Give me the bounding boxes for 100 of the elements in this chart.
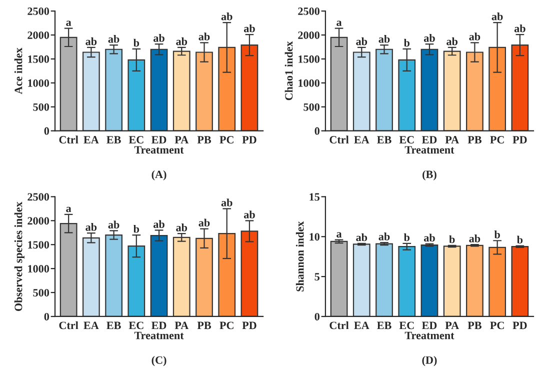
bar	[150, 234, 168, 316]
bar	[105, 48, 122, 131]
annotation: a	[336, 20, 342, 26]
bar	[352, 52, 370, 131]
y-tick-label: 1500	[28, 55, 50, 63]
x-tick-label: PC	[220, 136, 234, 144]
annotation: ab	[469, 32, 480, 40]
bar	[150, 48, 168, 131]
y-tick-label: 2500	[28, 8, 50, 16]
annotation: b	[133, 224, 140, 233]
annotation: ab	[198, 218, 210, 227]
x-axis-title: Treatment	[134, 332, 184, 340]
x-tick-label: EC	[399, 136, 414, 144]
annotation: ab	[108, 220, 120, 228]
y-tick-label: 1500	[298, 55, 320, 63]
annotation: b	[449, 235, 455, 244]
x-tick-label: EB	[106, 136, 121, 144]
y-tick-label: 2000	[28, 31, 50, 39]
y-tick-label: 0	[314, 127, 320, 135]
annotation: ab	[86, 37, 97, 46]
x-tick-label: ED	[151, 322, 166, 330]
x-tick-label: ED	[422, 136, 437, 144]
annotation: ab	[176, 224, 188, 232]
annotation: ab	[469, 234, 480, 242]
x-tick-label: Ctrl	[59, 136, 78, 144]
text: (D)	[422, 356, 437, 366]
x-tick-label: ED	[422, 322, 437, 330]
bar	[172, 50, 190, 131]
x-tick-label: Ctrl	[330, 321, 349, 330]
x-tick-label: PD	[242, 136, 256, 144]
annotation: ab	[198, 32, 210, 40]
bar	[443, 50, 461, 131]
x-tick-label: PC	[490, 322, 504, 330]
x-tick-label: EA	[354, 322, 370, 330]
x-tick-label: EB	[377, 322, 392, 330]
x-tick-label: Ctrl	[330, 136, 349, 144]
x-tick-label: PA	[174, 136, 189, 144]
x-tick-label: EA	[84, 136, 99, 144]
annotation: ab	[108, 34, 120, 43]
x-axis-title: Treatment	[404, 332, 454, 340]
annotation: ab	[492, 12, 503, 20]
annotation: ab	[378, 34, 390, 43]
y-tick-label: 500	[33, 103, 50, 111]
x-tick-label: PA	[174, 322, 189, 330]
annotation: ab	[221, 198, 232, 206]
annotation: b	[516, 236, 523, 244]
y-tick-label: 5	[314, 273, 320, 281]
annotation: b	[404, 233, 410, 242]
y-axis-title: Shannon index	[296, 221, 304, 292]
y-tick-label: 0	[44, 312, 50, 320]
x-tick-label: PD	[512, 322, 527, 330]
y-tick-label: 2500	[28, 193, 50, 201]
x-tick-label: EC	[128, 136, 144, 144]
annotation: b	[404, 38, 410, 47]
text: (B)	[422, 170, 436, 180]
y-axis-title: Chao1 index	[284, 41, 293, 100]
x-tick-label: ED	[151, 136, 166, 144]
bar	[82, 237, 100, 316]
annotation: ab	[86, 223, 97, 231]
annotation: b	[133, 38, 140, 47]
annotation: b	[494, 230, 500, 238]
annotation: a	[336, 232, 342, 238]
annotation: ab	[378, 232, 390, 240]
bar	[172, 236, 190, 316]
annotation: ab	[154, 34, 164, 42]
annotation: ab	[356, 37, 368, 46]
bar	[376, 48, 393, 131]
x-tick-label: PC	[220, 322, 234, 330]
x-tick-label: EB	[377, 136, 392, 144]
y-tick-label: 2000	[298, 31, 320, 39]
annotation: ab	[356, 233, 368, 242]
bar	[105, 234, 122, 316]
x-tick-label: EB	[106, 322, 121, 330]
x-tick-label: PD	[242, 322, 256, 330]
x-tick-label: PB	[197, 322, 212, 330]
x-tick-label: PA	[445, 136, 460, 144]
annotation: ab	[244, 210, 255, 218]
annotation: a	[66, 20, 72, 26]
x-tick-label: EA	[354, 136, 370, 144]
y-tick-label: 0	[44, 127, 50, 135]
text: (C)	[152, 356, 166, 366]
x-tick-label: EC	[128, 322, 144, 330]
y-tick-label: 10	[310, 233, 320, 241]
annotation: a	[66, 206, 72, 212]
annotation: ab	[244, 24, 255, 32]
annotation: ab	[446, 37, 458, 46]
y-axis-title: Observed species index	[14, 202, 24, 311]
y-tick-label: 0	[314, 312, 320, 320]
bar	[420, 48, 438, 131]
x-tick-label: EC	[399, 322, 414, 330]
y-tick-label: 500	[33, 288, 50, 296]
x-axis-title: Treatment	[134, 146, 184, 154]
annotation: ab	[424, 34, 435, 42]
y-tick-label: 1500	[28, 241, 50, 249]
annotation: ab	[176, 37, 188, 46]
annotation: ab	[221, 12, 232, 20]
x-tick-label: Ctrl	[59, 321, 78, 330]
x-tick-label: PD	[512, 136, 527, 144]
x-axis-title: Treatment	[404, 146, 454, 154]
y-tick-label: 2500	[298, 8, 320, 16]
